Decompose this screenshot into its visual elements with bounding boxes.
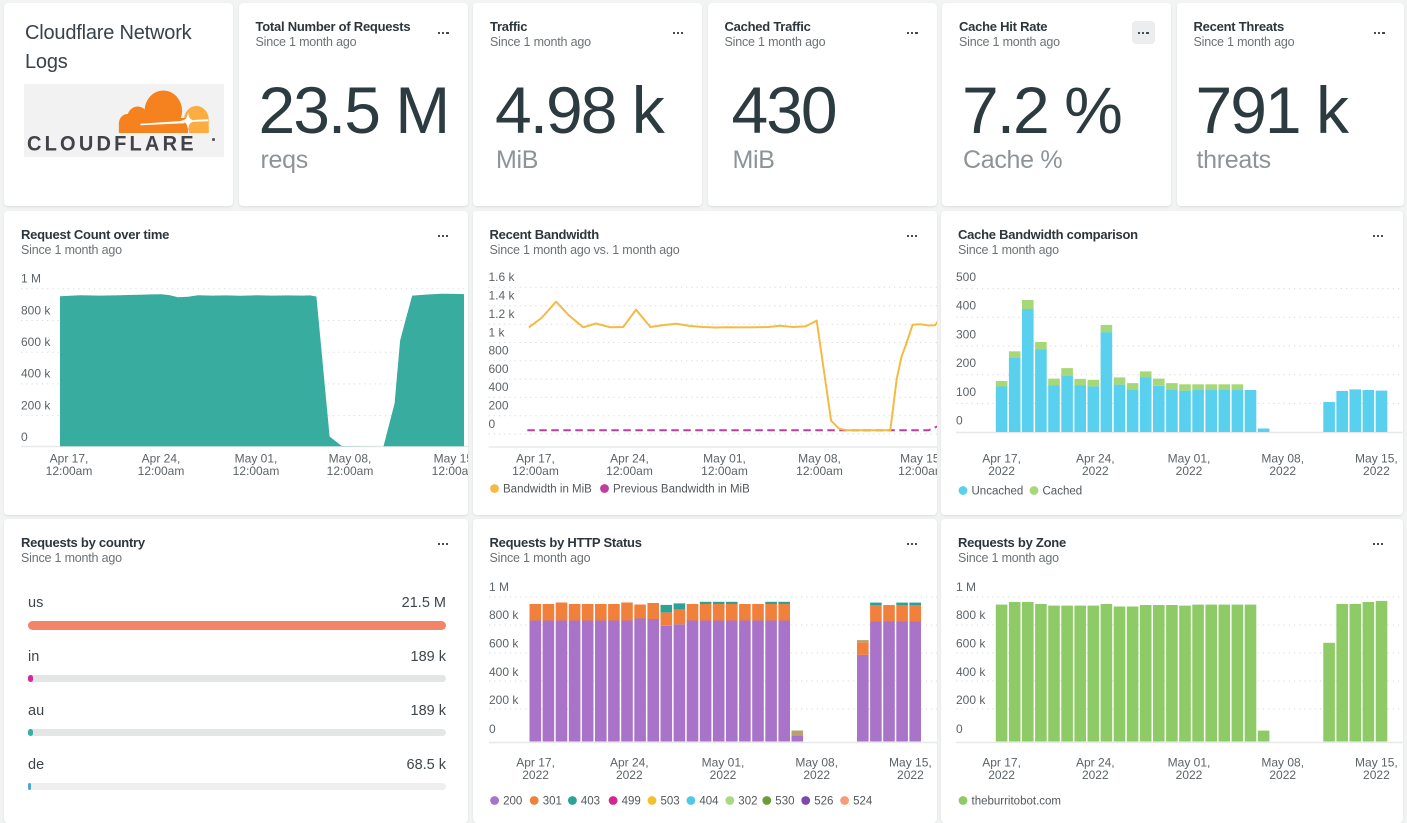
svg-text:12:00am: 12:00am [432, 464, 468, 478]
svg-text:2022: 2022 [709, 768, 736, 782]
svg-text:12:00am: 12:00am [46, 464, 93, 478]
svg-text:0: 0 [21, 430, 28, 444]
svg-text:Uncached: Uncached [972, 486, 1024, 498]
svg-text:1 M: 1 M [489, 580, 509, 594]
svg-text:404: 404 [699, 796, 719, 808]
svg-text:1 M: 1 M [956, 580, 976, 594]
svg-text:530: 530 [775, 796, 794, 808]
svg-text:503: 503 [660, 796, 679, 808]
svg-text:May 08,: May 08, [1261, 452, 1304, 466]
svg-text:12:00am: 12:00am [138, 464, 185, 478]
svg-text:302: 302 [738, 796, 757, 808]
svg-text:2022: 2022 [1082, 768, 1109, 782]
svg-text:Apr 17,: Apr 17, [516, 452, 555, 466]
svg-text:1 M: 1 M [21, 272, 41, 286]
svg-text:May 15,: May 15, [1355, 452, 1398, 466]
svg-text:Apr 17,: Apr 17, [982, 452, 1021, 466]
svg-text:1.2 k: 1.2 k [488, 307, 515, 321]
svg-text:12:00am: 12:00am [512, 464, 559, 478]
svg-text:0: 0 [956, 722, 963, 736]
svg-text:May 01,: May 01, [235, 452, 278, 466]
svg-text:200: 200 [956, 356, 976, 370]
svg-text:May 15,: May 15, [889, 756, 932, 770]
svg-text:800 k: 800 k [21, 303, 51, 317]
svg-text:12:00am: 12:00am [898, 464, 937, 478]
svg-text:524: 524 [853, 796, 873, 808]
svg-text:2022: 2022 [1176, 464, 1203, 478]
svg-text:100: 100 [956, 385, 976, 399]
svg-text:600 k: 600 k [489, 637, 519, 651]
svg-text:May 01,: May 01, [1168, 452, 1211, 466]
svg-text:400 k: 400 k [21, 367, 51, 381]
svg-text:12:00am: 12:00am [233, 464, 280, 478]
svg-text:2022: 2022 [1363, 768, 1390, 782]
svg-text:2022: 2022 [803, 768, 830, 782]
svg-text:May 01,: May 01, [701, 756, 744, 770]
svg-text:200 k: 200 k [956, 693, 986, 707]
svg-text:800: 800 [488, 344, 508, 358]
svg-text:400: 400 [956, 299, 976, 313]
svg-text:Apr 17,: Apr 17, [50, 452, 89, 466]
svg-text:Apr 24,: Apr 24, [1076, 452, 1115, 466]
svg-text:1 k: 1 k [488, 325, 505, 339]
svg-text:400 k: 400 k [489, 665, 519, 679]
svg-text:200: 200 [503, 796, 522, 808]
svg-text:403: 403 [580, 796, 599, 808]
svg-text:600 k: 600 k [21, 335, 51, 349]
svg-text:2022: 2022 [897, 768, 924, 782]
svg-text:2022: 2022 [988, 768, 1015, 782]
svg-text:2022: 2022 [1363, 464, 1390, 478]
svg-text:2022: 2022 [1082, 464, 1109, 478]
svg-text:Apr 24,: Apr 24, [142, 452, 181, 466]
svg-text:1.4 k: 1.4 k [488, 289, 515, 303]
svg-text:theburritobot.com: theburritobot.com [972, 796, 1062, 808]
svg-text:2022: 2022 [988, 464, 1015, 478]
svg-text:301: 301 [542, 796, 561, 808]
svg-text:Apr 17,: Apr 17, [982, 756, 1021, 770]
svg-text:Apr 17,: Apr 17, [516, 756, 555, 770]
svg-text:800 k: 800 k [956, 608, 986, 622]
svg-text:600 k: 600 k [956, 637, 986, 651]
svg-text:0: 0 [956, 414, 963, 428]
svg-text:May 01,: May 01, [703, 452, 746, 466]
svg-text:200: 200 [488, 399, 508, 413]
svg-text:200 k: 200 k [21, 399, 51, 413]
svg-text:600: 600 [488, 362, 508, 376]
svg-text:May 08,: May 08, [795, 756, 838, 770]
svg-text:499: 499 [621, 796, 640, 808]
svg-text:12:00am: 12:00am [327, 464, 374, 478]
svg-text:May 08,: May 08, [1261, 756, 1304, 770]
svg-text:Apr 24,: Apr 24, [609, 756, 648, 770]
svg-text:2022: 2022 [1269, 464, 1296, 478]
svg-text:800 k: 800 k [489, 608, 519, 622]
svg-text:400: 400 [488, 380, 508, 394]
svg-text:May 01,: May 01, [1168, 756, 1211, 770]
svg-text:2022: 2022 [1269, 768, 1296, 782]
svg-text:300: 300 [956, 327, 976, 341]
svg-text:12:00am: 12:00am [796, 464, 843, 478]
svg-text:May 15,: May 15, [1355, 756, 1398, 770]
svg-text:12:00am: 12:00am [701, 464, 748, 478]
svg-text:May 08,: May 08, [798, 452, 841, 466]
svg-text:Bandwidth in MiB: Bandwidth in MiB [503, 484, 592, 496]
svg-text:12:00am: 12:00am [606, 464, 653, 478]
svg-text:0: 0 [488, 417, 495, 431]
svg-text:200 k: 200 k [489, 693, 519, 707]
svg-text:1.6 k: 1.6 k [488, 270, 515, 284]
svg-text:2022: 2022 [615, 768, 642, 782]
svg-text:526: 526 [814, 796, 833, 808]
svg-text:0: 0 [489, 722, 496, 736]
svg-text:Previous Bandwidth in MiB: Previous Bandwidth in MiB [613, 484, 750, 496]
svg-text:2022: 2022 [522, 768, 549, 782]
svg-text:Cached: Cached [1043, 486, 1083, 498]
svg-text:Apr 24,: Apr 24, [1076, 756, 1115, 770]
svg-text:May 15,: May 15, [900, 452, 937, 466]
svg-text:500: 500 [956, 270, 976, 284]
svg-text:May 15,: May 15, [434, 452, 468, 466]
svg-text:Apr 24,: Apr 24, [610, 452, 649, 466]
svg-text:400 k: 400 k [956, 665, 986, 679]
svg-text:2022: 2022 [1176, 768, 1203, 782]
svg-text:May 08,: May 08, [329, 452, 372, 466]
